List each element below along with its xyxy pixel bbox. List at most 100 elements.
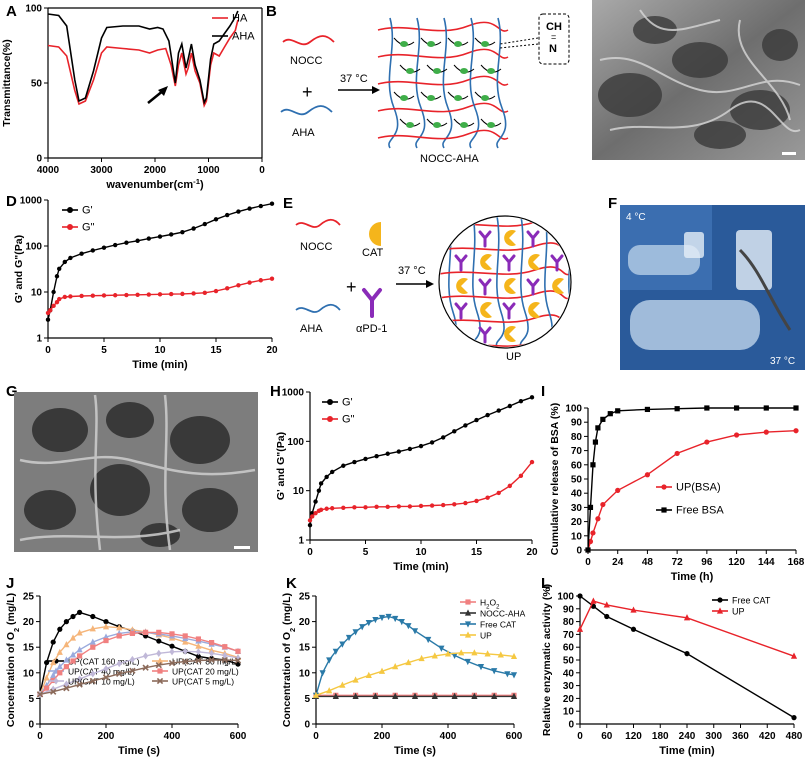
data-point — [425, 636, 432, 644]
photo-f-temp-high: 37 °C — [770, 356, 795, 367]
x-tick-label: 0 — [37, 731, 43, 742]
marker-stroke — [76, 681, 83, 688]
data-point — [36, 691, 44, 698]
scheme-e-product: UP — [506, 351, 521, 363]
subscript: 2 — [288, 628, 297, 632]
y-tick-label: 10 — [571, 531, 583, 542]
x-tick-label: 10 — [154, 345, 166, 356]
data-point — [590, 530, 596, 536]
data-point — [717, 597, 723, 603]
data-point — [630, 606, 637, 613]
data-point — [103, 665, 109, 673]
data-point — [392, 615, 399, 623]
crosslink-node — [487, 68, 495, 74]
legend-label: Free CAT — [732, 596, 771, 606]
x-tick-label: 420 — [759, 731, 776, 742]
y-tick-label: 20 — [23, 617, 35, 628]
aha-chain-icon — [280, 105, 333, 116]
antibody-icon — [502, 254, 516, 272]
data-point — [577, 593, 583, 599]
data-point — [510, 672, 518, 679]
y-tick-label: 100 — [25, 4, 42, 15]
crosslink-node — [406, 68, 414, 74]
data-point — [378, 667, 386, 674]
x-tick-label: 96 — [701, 557, 713, 568]
x-tick-label: 0 — [585, 557, 591, 568]
annotation-arrowhead — [158, 86, 168, 96]
crosslink-node — [454, 41, 462, 47]
data-point — [225, 286, 230, 291]
antibody-icon — [454, 302, 468, 320]
x-tick-label: 600 — [230, 731, 247, 742]
data-point — [529, 395, 535, 400]
data-point — [113, 242, 118, 248]
marker-stroke — [234, 657, 242, 664]
scheme-b: NOCC + AHA 37 °C NOCC-AHA CH = N — [280, 13, 570, 165]
data-point — [615, 487, 621, 493]
data-point — [411, 628, 419, 635]
panel-letter-g: G — [6, 383, 18, 400]
scheme-b-temp: 37 °C — [340, 73, 368, 85]
data-point — [53, 677, 59, 685]
data-point — [50, 639, 56, 645]
y-tick-label: 25 — [23, 592, 35, 603]
data-point — [464, 631, 472, 638]
panel-letter-j: J — [6, 575, 14, 592]
data-point — [477, 664, 485, 671]
y-tick-label: 60 — [563, 643, 575, 654]
antibody-icon — [478, 278, 492, 296]
y-tick-label: 40 — [571, 489, 583, 500]
data-point — [507, 483, 512, 489]
x-tick-label: 2000 — [144, 165, 167, 176]
antibody-arm — [531, 230, 540, 240]
data-point — [195, 636, 201, 642]
marker-stroke — [155, 661, 162, 669]
data-point — [590, 597, 597, 604]
subscript: 2 — [496, 605, 499, 611]
data-point — [156, 638, 162, 644]
marker-stroke — [195, 657, 202, 664]
data-point — [407, 446, 413, 452]
hydrogel-chain-blue — [567, 217, 570, 347]
x-tick-label: 120 — [728, 557, 745, 568]
x-tick-label: 120 — [625, 731, 642, 742]
data-point — [407, 504, 413, 509]
scheme-e-mol-b: AHA — [300, 323, 323, 335]
panel-letter-h: H — [270, 383, 281, 400]
data-point — [124, 240, 129, 245]
data-point — [169, 631, 175, 637]
data-point — [378, 614, 386, 622]
data-point — [510, 652, 518, 660]
y-tick-label: 0 — [28, 720, 34, 731]
data-point — [474, 417, 479, 423]
legend-marker — [327, 416, 333, 422]
data-point — [307, 518, 313, 523]
y-tick-label: 20 — [563, 694, 575, 705]
chart-d: 0 5 10 15 20 1 10 100 1000 Time (min) G' and G"(Pa… — [13, 196, 278, 372]
y-tick-label: 50 — [571, 475, 583, 486]
data-point — [209, 649, 215, 657]
subscript: 2 — [12, 628, 21, 632]
marker-stroke — [156, 677, 164, 685]
data-point — [465, 599, 471, 605]
series-line — [47, 10, 239, 106]
data-point — [222, 651, 228, 659]
data-point — [374, 504, 379, 510]
data-point — [372, 616, 379, 624]
crosslink-node — [487, 122, 495, 128]
data-point — [102, 623, 110, 630]
data-point — [324, 474, 329, 480]
crosslink-node — [460, 68, 468, 74]
data-point — [452, 502, 457, 507]
data-point — [339, 641, 346, 648]
scheme-e-arrowhead — [426, 280, 434, 288]
data-point — [644, 406, 651, 413]
data-point — [630, 626, 637, 632]
hydrogel-chain-red — [440, 266, 570, 276]
data-point — [313, 510, 318, 516]
data-point — [496, 490, 501, 496]
data-point — [341, 505, 346, 510]
data-point — [222, 644, 228, 650]
network-chain-blue — [442, 17, 453, 149]
